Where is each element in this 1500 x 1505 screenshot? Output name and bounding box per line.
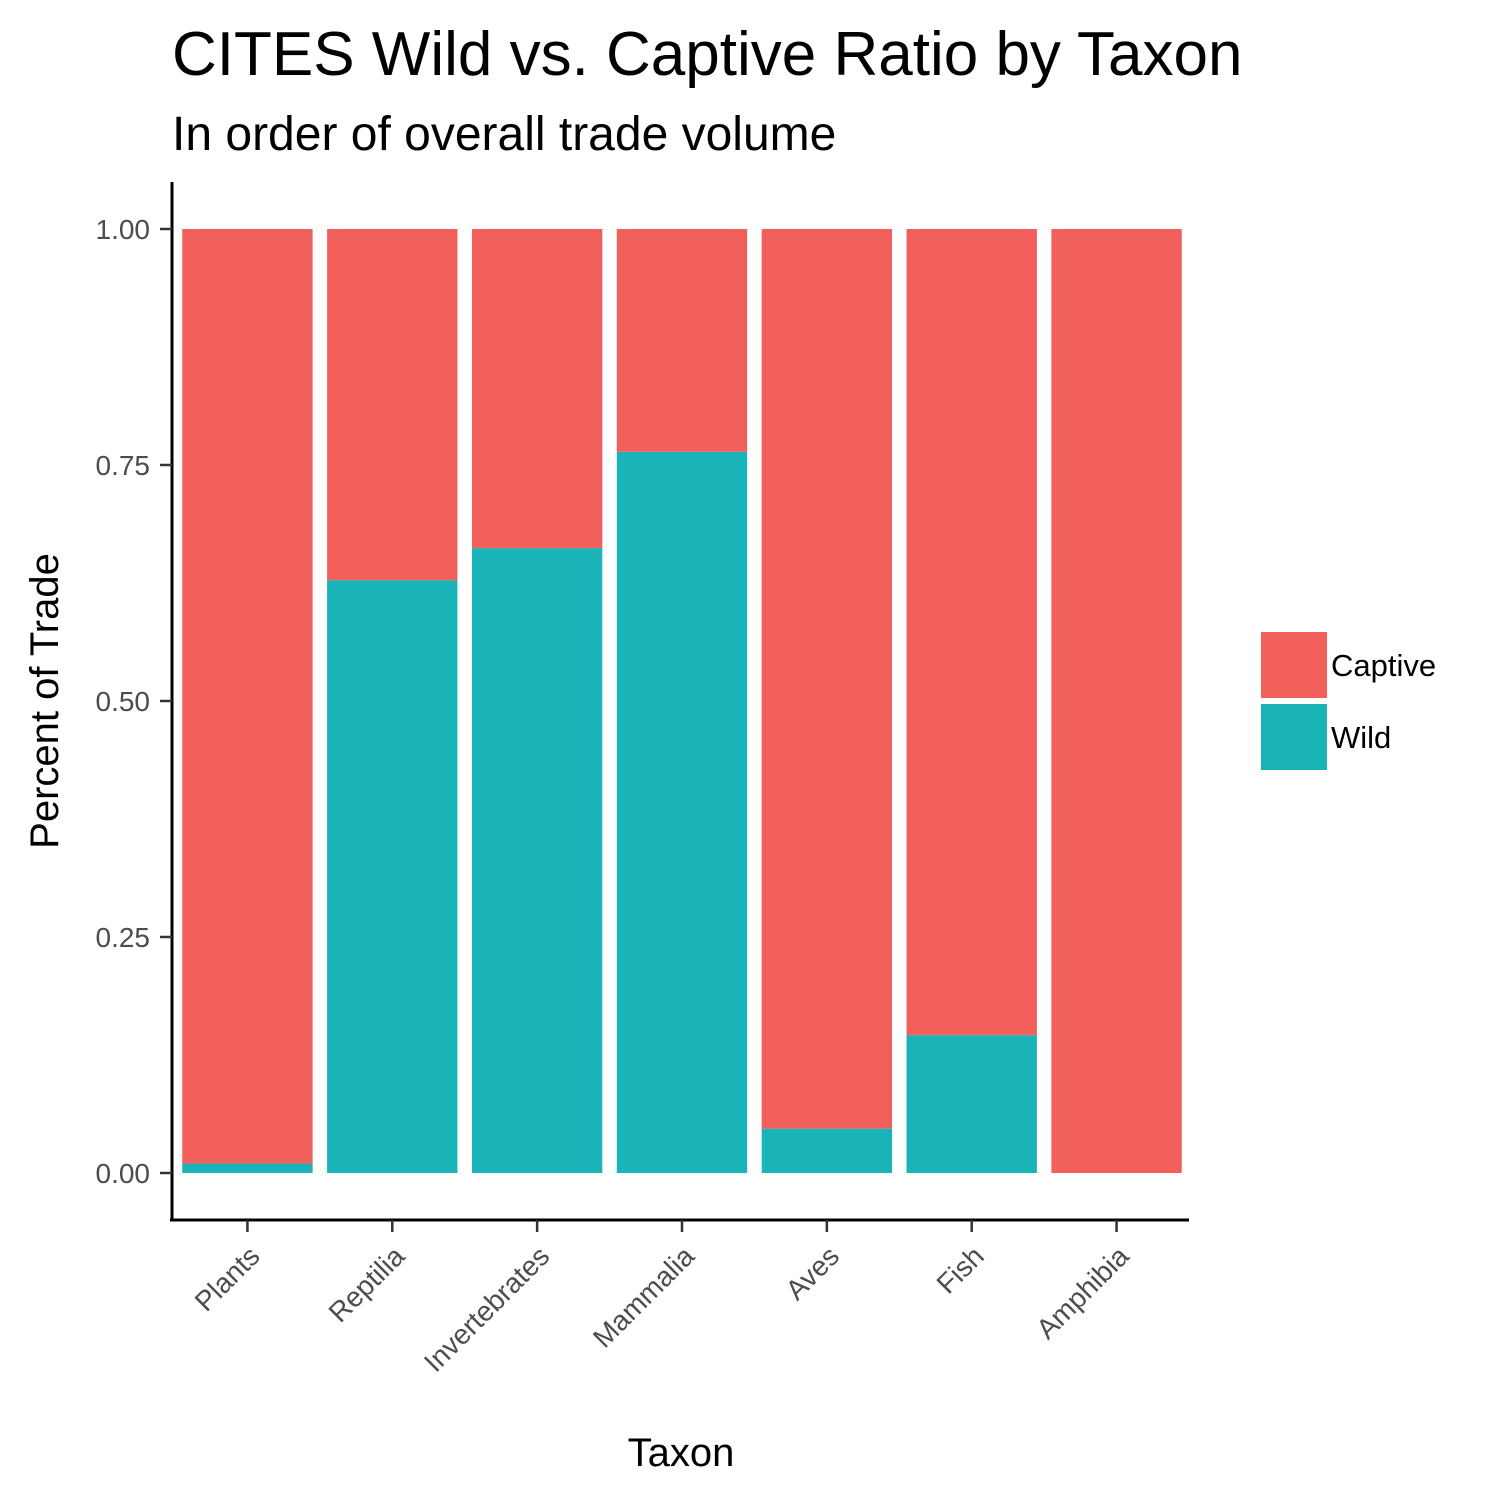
y-tick-label: 0.25 bbox=[96, 922, 151, 953]
x-tick-label-fish: Fish bbox=[931, 1240, 990, 1299]
legend-key-wild bbox=[1261, 704, 1327, 770]
x-tick-label-invertebrates: Invertebrates bbox=[418, 1240, 555, 1377]
y-tick-label: 0.50 bbox=[96, 686, 151, 717]
bars-layer bbox=[182, 229, 1182, 1173]
y-tick-label: 0.00 bbox=[96, 1158, 151, 1189]
bar-fish-captive bbox=[906, 229, 1037, 1036]
y-tick-label: 0.75 bbox=[96, 450, 151, 481]
bar-mammalia-captive bbox=[616, 229, 748, 452]
legend-key-captive bbox=[1261, 632, 1327, 698]
bar-fish-wild bbox=[906, 1035, 1037, 1173]
bar-invertebrates-wild bbox=[471, 548, 603, 1173]
bar-mammalia-wild bbox=[616, 451, 748, 1173]
x-ticks-layer: Plants Reptilia Invertebrates Mammalia Aves F… bbox=[189, 1220, 1135, 1378]
bar-reptilia-captive bbox=[327, 229, 458, 581]
x-tick-label-plants: Plants bbox=[189, 1240, 266, 1317]
y-axis-title: Percent of Trade bbox=[23, 553, 67, 849]
legend-label-wild: Wild bbox=[1331, 720, 1391, 755]
bar-aves-captive bbox=[761, 229, 893, 1129]
bar-amphibia-captive bbox=[1051, 229, 1182, 1173]
legend: Captive Wild bbox=[1261, 632, 1436, 770]
bar-invertebrates-captive bbox=[471, 229, 603, 549]
bar-reptilia-wild bbox=[327, 580, 458, 1173]
y-tick-label: 1.00 bbox=[96, 214, 151, 245]
bar-aves-wild bbox=[761, 1128, 893, 1173]
chart-title: CITES Wild vs. Captive Ratio by Taxon bbox=[172, 20, 1242, 89]
legend-label-captive: Captive bbox=[1331, 648, 1436, 683]
x-tick-label-reptilia: Reptilia bbox=[323, 1240, 411, 1328]
bar-plants-wild bbox=[182, 1163, 313, 1173]
y-ticks-layer: 0.00 0.25 0.50 0.75 1.00 bbox=[96, 214, 172, 1189]
x-axis-title: Taxon bbox=[628, 1431, 735, 1475]
chart-subtitle: In order of overall trade volume bbox=[172, 108, 836, 161]
x-tick-label-mammalia: Mammalia bbox=[587, 1240, 701, 1354]
bar-plants-captive bbox=[182, 229, 313, 1164]
x-tick-label-aves: Aves bbox=[780, 1240, 846, 1306]
x-tick-label-amphibia: Amphibia bbox=[1030, 1240, 1135, 1345]
